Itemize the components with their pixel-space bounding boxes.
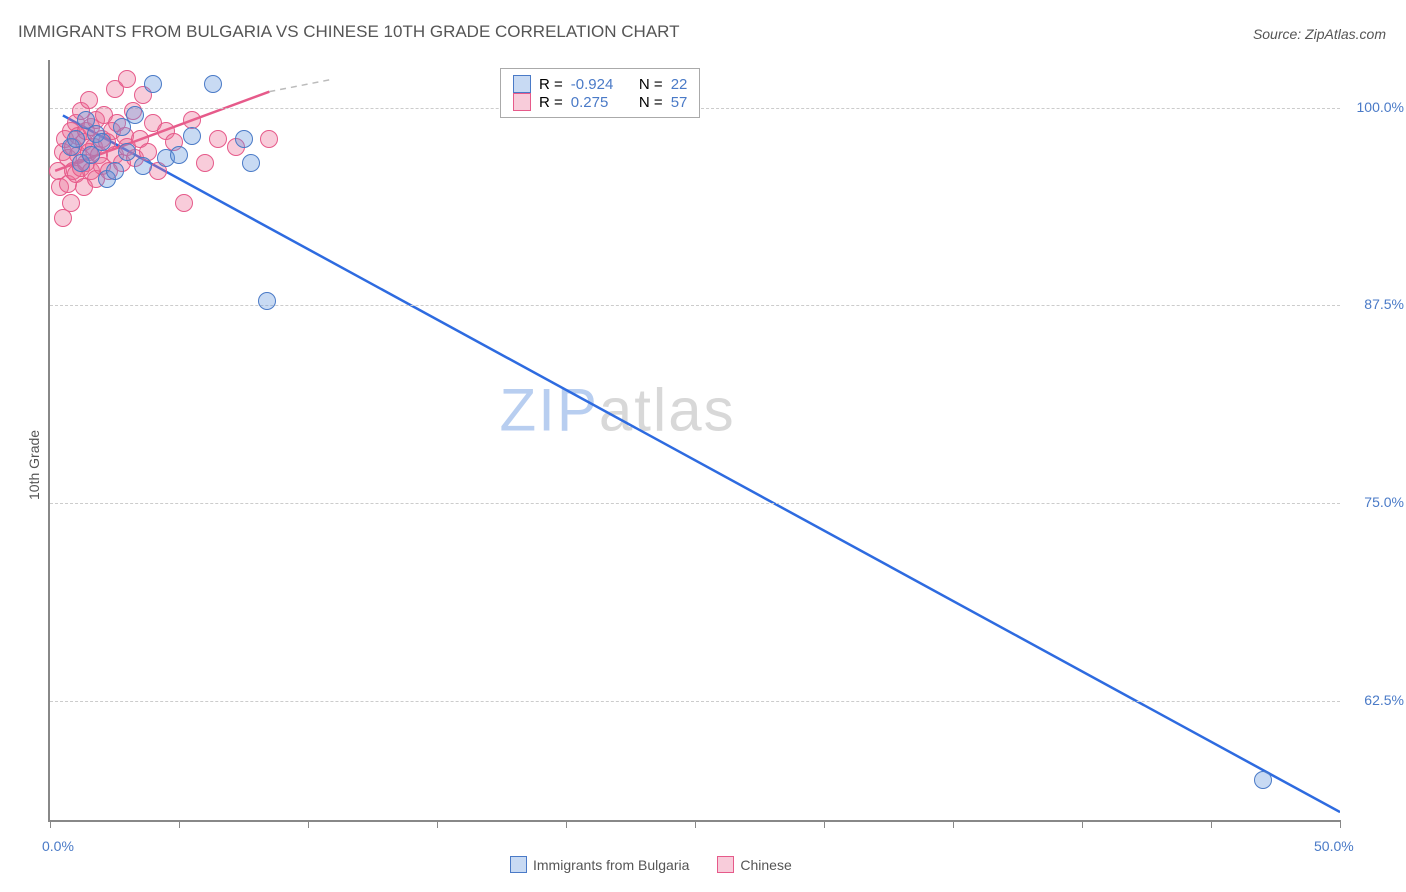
swatch-chinese-icon [717,856,734,873]
legend-row-chinese: R = 0.275 N = 57 [513,93,687,111]
scatter-point-chinese [260,130,278,148]
legend-item-chinese: Chinese [717,856,791,873]
scatter-point-bulgaria [183,127,201,145]
scatter-point-bulgaria [170,146,188,164]
source-attribution: Source: ZipAtlas.com [1253,26,1386,42]
x-tick [1340,820,1341,828]
plot-area: ZIPatlas [48,60,1340,822]
scatter-point-chinese [54,209,72,227]
scatter-point-chinese [209,130,227,148]
r-value-chinese: 0.275 [571,94,627,111]
trend-line [63,115,1340,812]
x-tick [824,820,825,828]
x-tick-label: 0.0% [42,838,74,854]
scatter-point-chinese [196,154,214,172]
series-legend: Immigrants from Bulgaria Chinese [510,856,792,873]
y-tick-label: 100.0% [1344,99,1404,115]
gridline [50,701,1340,702]
scatter-point-chinese [118,70,136,88]
trend-lines-layer [50,60,1340,820]
r-label: R = [539,76,563,93]
chart-title: IMMIGRANTS FROM BULGARIA VS CHINESE 10TH… [18,22,680,42]
scatter-point-chinese [62,194,80,212]
y-axis-label: 10th Grade [26,430,42,500]
trend-line [269,79,334,92]
x-tick [308,820,309,828]
x-tick [1211,820,1212,828]
scatter-point-bulgaria [106,162,124,180]
scatter-point-bulgaria [1254,771,1272,789]
legend-item-bulgaria: Immigrants from Bulgaria [510,856,689,873]
scatter-point-bulgaria [118,143,136,161]
correlation-legend: R = -0.924 N = 22 R = 0.275 N = 57 [500,68,700,118]
x-tick [953,820,954,828]
legend-label-bulgaria: Immigrants from Bulgaria [533,857,689,873]
r-label: R = [539,94,563,111]
scatter-point-bulgaria [242,154,260,172]
n-label: N = [635,76,663,93]
x-tick [50,820,51,828]
x-tick [566,820,567,828]
y-tick-label: 62.5% [1344,692,1404,708]
scatter-point-bulgaria [134,157,152,175]
scatter-point-bulgaria [258,292,276,310]
y-tick-label: 75.0% [1344,494,1404,510]
swatch-bulgaria-icon [513,75,531,93]
n-value-bulgaria: 22 [671,76,688,93]
x-tick-label: 50.0% [1314,838,1354,854]
gridline [50,305,1340,306]
scatter-point-bulgaria [126,106,144,124]
scatter-point-bulgaria [204,75,222,93]
gridline [50,503,1340,504]
scatter-point-bulgaria [67,130,85,148]
n-label: N = [635,94,663,111]
r-value-bulgaria: -0.924 [571,76,627,93]
scatter-point-bulgaria [235,130,253,148]
scatter-point-bulgaria [144,75,162,93]
swatch-bulgaria-icon [510,856,527,873]
x-tick [179,820,180,828]
scatter-point-chinese [175,194,193,212]
scatter-point-chinese [80,91,98,109]
x-tick [437,820,438,828]
y-tick-label: 87.5% [1344,296,1404,312]
legend-row-bulgaria: R = -0.924 N = 22 [513,75,687,93]
swatch-chinese-icon [513,93,531,111]
scatter-point-bulgaria [93,133,111,151]
n-value-chinese: 57 [671,94,688,111]
x-tick [695,820,696,828]
legend-label-chinese: Chinese [740,857,791,873]
x-tick [1082,820,1083,828]
